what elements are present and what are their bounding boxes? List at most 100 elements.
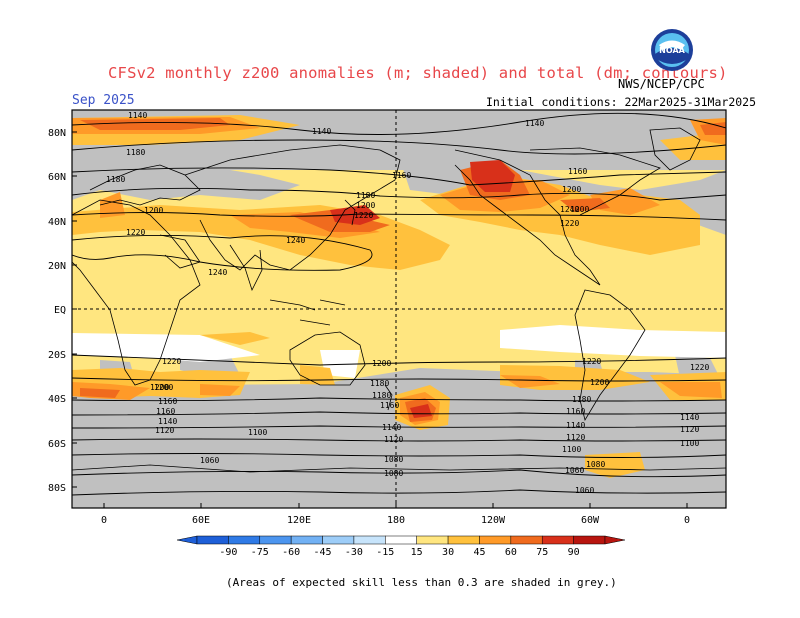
svg-text:1080: 1080	[384, 455, 403, 464]
svg-text:1200: 1200	[570, 205, 589, 214]
colorbar-label: -15	[376, 547, 394, 558]
svg-text:1200: 1200	[590, 378, 609, 387]
colorbar-label: -60	[282, 547, 300, 558]
colorbar-label: 30	[442, 547, 454, 558]
colorbar-segment	[416, 535, 449, 545]
svg-text:1120: 1120	[680, 425, 699, 434]
latitude-labels: 80N 60N 40N 20N EQ 20S 40S 60S 80S	[48, 128, 66, 494]
svg-text:1200: 1200	[372, 359, 391, 368]
svg-text:1180: 1180	[372, 391, 391, 400]
colorbar-label: -75	[251, 547, 269, 558]
svg-text:80N: 80N	[48, 128, 66, 139]
coastlines	[72, 127, 726, 473]
svg-text:1200: 1200	[144, 206, 163, 215]
skill-footnote: (Areas of expected skill less than 0.3 a…	[226, 576, 617, 589]
svg-text:1140: 1140	[382, 423, 401, 432]
svg-text:0: 0	[684, 515, 690, 526]
svg-text:40S: 40S	[48, 394, 66, 405]
svg-text:1160: 1160	[156, 407, 175, 416]
svg-text:1200: 1200	[356, 201, 375, 210]
svg-text:60E: 60E	[192, 515, 210, 526]
svg-text:1140: 1140	[312, 127, 331, 136]
svg-text:1120: 1120	[155, 426, 174, 435]
colorbar-segment	[196, 535, 229, 545]
svg-text:1180: 1180	[572, 395, 591, 404]
colorbar-segment	[573, 535, 606, 545]
svg-text:1160: 1160	[158, 397, 177, 406]
svg-text:1220: 1220	[162, 357, 181, 366]
svg-text:EQ: EQ	[54, 305, 66, 316]
colorbar-segment	[479, 535, 512, 545]
svg-text:1240: 1240	[208, 268, 227, 277]
colorbar-segment	[259, 535, 292, 545]
forecast-month: Sep 2025	[72, 93, 135, 108]
svg-text:1060: 1060	[565, 466, 584, 475]
svg-text:20N: 20N	[48, 261, 66, 272]
svg-text:1220: 1220	[560, 219, 579, 228]
colorbar-label: 15	[411, 547, 423, 558]
colorbar-label: 60	[505, 547, 517, 558]
colorbar-label: -30	[345, 547, 363, 558]
svg-text:1100: 1100	[680, 439, 699, 448]
svg-text:1220: 1220	[354, 211, 373, 220]
colorbar-segment	[447, 535, 480, 545]
svg-text:180: 180	[387, 515, 405, 526]
svg-text:1200: 1200	[150, 383, 169, 392]
svg-text:120W: 120W	[481, 515, 506, 526]
svg-text:1200: 1200	[154, 383, 173, 392]
height-contours	[72, 112, 726, 496]
svg-text:1140: 1140	[680, 413, 699, 422]
svg-text:1160: 1160	[392, 171, 411, 180]
contour-labels-north: 1140 1140 1140 1160 1160 1180 1180 1180 …	[106, 111, 589, 277]
svg-text:1100: 1100	[248, 428, 267, 437]
colorbar-left-arrow	[176, 535, 198, 545]
svg-text:60W: 60W	[581, 515, 600, 526]
colorbar-segment	[385, 535, 417, 545]
svg-text:1180: 1180	[356, 191, 375, 200]
contour-labels-south: 1220 1200 1200 1220 1200 1180 1160 1140 …	[150, 357, 709, 495]
colorbar-label: -90	[219, 547, 237, 558]
svg-text:1220: 1220	[690, 363, 709, 372]
svg-text:1220: 1220	[582, 357, 601, 366]
colorbar-label: 45	[473, 547, 485, 558]
svg-text:1140: 1140	[158, 417, 177, 426]
svg-text:1200: 1200	[562, 185, 581, 194]
svg-text:0: 0	[101, 515, 107, 526]
svg-text:80S: 80S	[48, 483, 66, 494]
colorbar-segment	[322, 535, 355, 545]
svg-text:1240: 1240	[560, 205, 579, 214]
colorbar-label: 75	[536, 547, 548, 558]
colorbar-label: -45	[314, 547, 332, 558]
svg-text:1160: 1160	[568, 167, 587, 176]
svg-text:1180: 1180	[370, 379, 389, 388]
axis-ticks	[72, 131, 688, 508]
svg-text:1160: 1160	[566, 407, 585, 416]
svg-text:1100: 1100	[562, 445, 581, 454]
svg-text:120E: 120E	[287, 515, 311, 526]
svg-text:1140: 1140	[525, 119, 544, 128]
initial-conditions: Initial conditions: 22Mar2025-31Mar2025	[486, 95, 757, 109]
svg-text:1140: 1140	[566, 421, 585, 430]
svg-text:1060: 1060	[575, 486, 594, 495]
svg-text:20S: 20S	[48, 350, 66, 361]
map-title: CFSv2 monthly z200 anomalies (m; shaded)…	[108, 64, 728, 82]
svg-text:NOAA: NOAA	[659, 46, 685, 55]
colorbar-segment	[228, 535, 261, 545]
svg-text:60S: 60S	[48, 439, 66, 450]
noaa-logo-icon: NOAA	[651, 29, 693, 71]
svg-text:1180: 1180	[126, 148, 145, 157]
colorbar: -90 -75 -60 -45 -30 -15 15 30 45 60 75 90	[176, 535, 626, 558]
colorbar-segment	[290, 535, 323, 545]
svg-text:1080: 1080	[586, 460, 605, 469]
map-panel: 1140 1140 1140 1160 1160 1180 1180 1180 …	[72, 110, 726, 508]
colorbar-label: 90	[568, 547, 580, 558]
agency-label: NWS/NCEP/CPC	[618, 77, 705, 91]
svg-text:1080: 1080	[384, 469, 403, 478]
svg-text:1120: 1120	[384, 435, 403, 444]
svg-text:1180: 1180	[106, 175, 125, 184]
colorbar-segment	[510, 535, 543, 545]
colorbar-segment	[353, 535, 386, 545]
svg-text:1120: 1120	[566, 433, 585, 442]
svg-text:1060: 1060	[200, 456, 219, 465]
svg-text:1160: 1160	[380, 401, 399, 410]
